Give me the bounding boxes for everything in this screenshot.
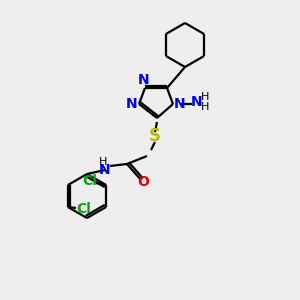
Text: N: N	[138, 73, 150, 87]
Text: N: N	[191, 95, 203, 109]
Text: Cl: Cl	[82, 174, 98, 188]
Text: H: H	[201, 102, 209, 112]
Text: Cl: Cl	[76, 202, 92, 216]
Text: N: N	[99, 163, 111, 177]
Text: O: O	[137, 175, 149, 189]
Text: H: H	[201, 92, 209, 102]
Text: N: N	[126, 97, 138, 111]
Text: S: S	[149, 127, 161, 145]
Text: H: H	[99, 157, 107, 167]
Text: N: N	[174, 97, 186, 111]
